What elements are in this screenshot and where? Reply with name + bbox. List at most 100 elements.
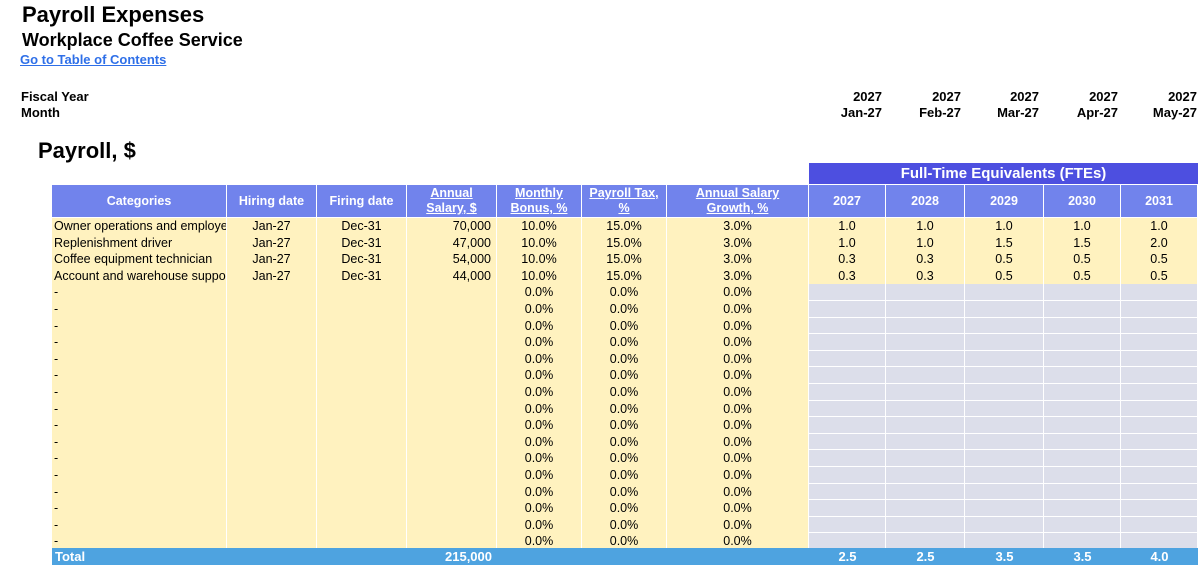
fte-cell[interactable] <box>1121 500 1198 517</box>
firing-date-cell[interactable] <box>317 417 407 434</box>
annual-salary-cell[interactable] <box>407 450 497 467</box>
fte-cell[interactable]: 1.5 <box>965 234 1044 252</box>
fte-cell[interactable]: 1.0 <box>886 234 965 252</box>
category-cell[interactable]: - <box>52 450 227 467</box>
salary-growth-cell[interactable]: 0.0% <box>667 467 809 484</box>
payroll-tax-cell[interactable]: 0.0% <box>582 533 667 550</box>
fte-cell[interactable] <box>965 467 1044 484</box>
hiring-date-cell[interactable]: Jan-27 <box>227 234 317 252</box>
fte-cell[interactable]: 0.5 <box>1044 251 1121 268</box>
annual-salary-cell[interactable] <box>407 533 497 550</box>
fte-cell[interactable] <box>965 417 1044 434</box>
fte-cell[interactable] <box>1044 433 1121 451</box>
monthly-bonus-cell[interactable]: 0.0% <box>497 317 582 335</box>
fte-cell[interactable] <box>809 384 886 401</box>
category-cell[interactable]: Account and warehouse suppor <box>52 267 227 285</box>
fte-cell[interactable]: 1.0 <box>965 218 1044 235</box>
fte-cell[interactable] <box>809 400 886 418</box>
fte-cell[interactable] <box>886 417 965 434</box>
annual-salary-cell[interactable] <box>407 284 497 301</box>
fte-cell[interactable] <box>965 450 1044 467</box>
fte-cell[interactable] <box>886 516 965 534</box>
hiring-date-cell[interactable]: Jan-27 <box>227 218 317 235</box>
hiring-date-cell[interactable] <box>227 367 317 384</box>
payroll-tax-cell[interactable]: 15.0% <box>582 234 667 252</box>
fte-cell[interactable] <box>965 367 1044 384</box>
fte-cell[interactable] <box>1121 516 1198 534</box>
salary-growth-cell[interactable]: 0.0% <box>667 400 809 418</box>
firing-date-cell[interactable] <box>317 384 407 401</box>
payroll-tax-cell[interactable]: 15.0% <box>582 218 667 235</box>
fte-cell[interactable]: 0.5 <box>965 251 1044 268</box>
fte-cell[interactable] <box>1121 350 1198 368</box>
category-cell[interactable]: Replenishment driver <box>52 234 227 252</box>
payroll-tax-cell[interactable]: 0.0% <box>582 417 667 434</box>
payroll-tax-cell[interactable]: 0.0% <box>582 450 667 467</box>
monthly-bonus-cell[interactable]: 0.0% <box>497 417 582 434</box>
firing-date-cell[interactable] <box>317 334 407 351</box>
firing-date-cell[interactable] <box>317 400 407 418</box>
annual-salary-cell[interactable]: 70,000 <box>407 218 497 235</box>
firing-date-cell[interactable] <box>317 483 407 501</box>
fte-cell[interactable] <box>809 433 886 451</box>
fte-cell[interactable]: 1.5 <box>1044 234 1121 252</box>
fte-cell[interactable]: 1.0 <box>809 218 886 235</box>
fte-cell[interactable] <box>1044 483 1121 501</box>
payroll-tax-cell[interactable]: 0.0% <box>582 317 667 335</box>
fte-cell[interactable] <box>886 367 965 384</box>
fte-cell[interactable]: 0.3 <box>886 267 965 285</box>
firing-date-cell[interactable] <box>317 367 407 384</box>
fte-cell[interactable] <box>1044 301 1121 318</box>
firing-date-cell[interactable] <box>317 317 407 335</box>
fte-cell[interactable] <box>886 500 965 517</box>
payroll-tax-cell[interactable]: 0.0% <box>582 433 667 451</box>
category-cell[interactable]: - <box>52 483 227 501</box>
fte-cell[interactable] <box>1044 500 1121 517</box>
category-cell[interactable]: - <box>52 500 227 517</box>
salary-growth-cell[interactable]: 0.0% <box>667 317 809 335</box>
fte-cell[interactable] <box>1121 367 1198 384</box>
fte-cell[interactable]: 0.3 <box>809 251 886 268</box>
monthly-bonus-cell[interactable]: 0.0% <box>497 400 582 418</box>
hiring-date-cell[interactable] <box>227 384 317 401</box>
fte-cell[interactable] <box>886 400 965 418</box>
fte-cell[interactable] <box>809 284 886 301</box>
fte-cell[interactable]: 1.0 <box>1121 218 1198 235</box>
annual-salary-cell[interactable]: 54,000 <box>407 251 497 268</box>
fte-cell[interactable] <box>965 400 1044 418</box>
monthly-bonus-cell[interactable]: 0.0% <box>497 533 582 550</box>
monthly-bonus-cell[interactable]: 10.0% <box>497 251 582 268</box>
hiring-date-cell[interactable] <box>227 433 317 451</box>
firing-date-cell[interactable] <box>317 516 407 534</box>
firing-date-cell[interactable]: Dec-31 <box>317 234 407 252</box>
fte-cell[interactable] <box>809 483 886 501</box>
fte-cell[interactable] <box>1121 384 1198 401</box>
hiring-date-cell[interactable] <box>227 417 317 434</box>
fte-cell[interactable]: 0.5 <box>1121 251 1198 268</box>
annual-salary-cell[interactable] <box>407 467 497 484</box>
fte-cell[interactable] <box>1044 350 1121 368</box>
hiring-date-cell[interactable] <box>227 483 317 501</box>
fte-cell[interactable] <box>1121 483 1198 501</box>
fte-cell[interactable] <box>886 284 965 301</box>
category-cell[interactable]: Coffee equipment technician <box>52 251 227 268</box>
fte-cell[interactable] <box>965 516 1044 534</box>
fte-cell[interactable] <box>1044 367 1121 384</box>
fte-cell[interactable] <box>965 433 1044 451</box>
fte-cell[interactable] <box>1121 317 1198 335</box>
hiring-date-cell[interactable] <box>227 500 317 517</box>
monthly-bonus-cell[interactable]: 10.0% <box>497 234 582 252</box>
fte-cell[interactable] <box>886 350 965 368</box>
firing-date-cell[interactable] <box>317 467 407 484</box>
salary-growth-cell[interactable]: 3.0% <box>667 234 809 252</box>
fte-cell[interactable] <box>809 500 886 517</box>
payroll-tax-cell[interactable]: 0.0% <box>582 334 667 351</box>
hiring-date-cell[interactable] <box>227 284 317 301</box>
category-cell[interactable]: - <box>52 367 227 384</box>
hiring-date-cell[interactable] <box>227 516 317 534</box>
annual-salary-cell[interactable] <box>407 516 497 534</box>
category-cell[interactable]: - <box>52 417 227 434</box>
monthly-bonus-cell[interactable]: 0.0% <box>497 301 582 318</box>
hiring-date-cell[interactable] <box>227 350 317 368</box>
monthly-bonus-cell[interactable]: 0.0% <box>497 450 582 467</box>
